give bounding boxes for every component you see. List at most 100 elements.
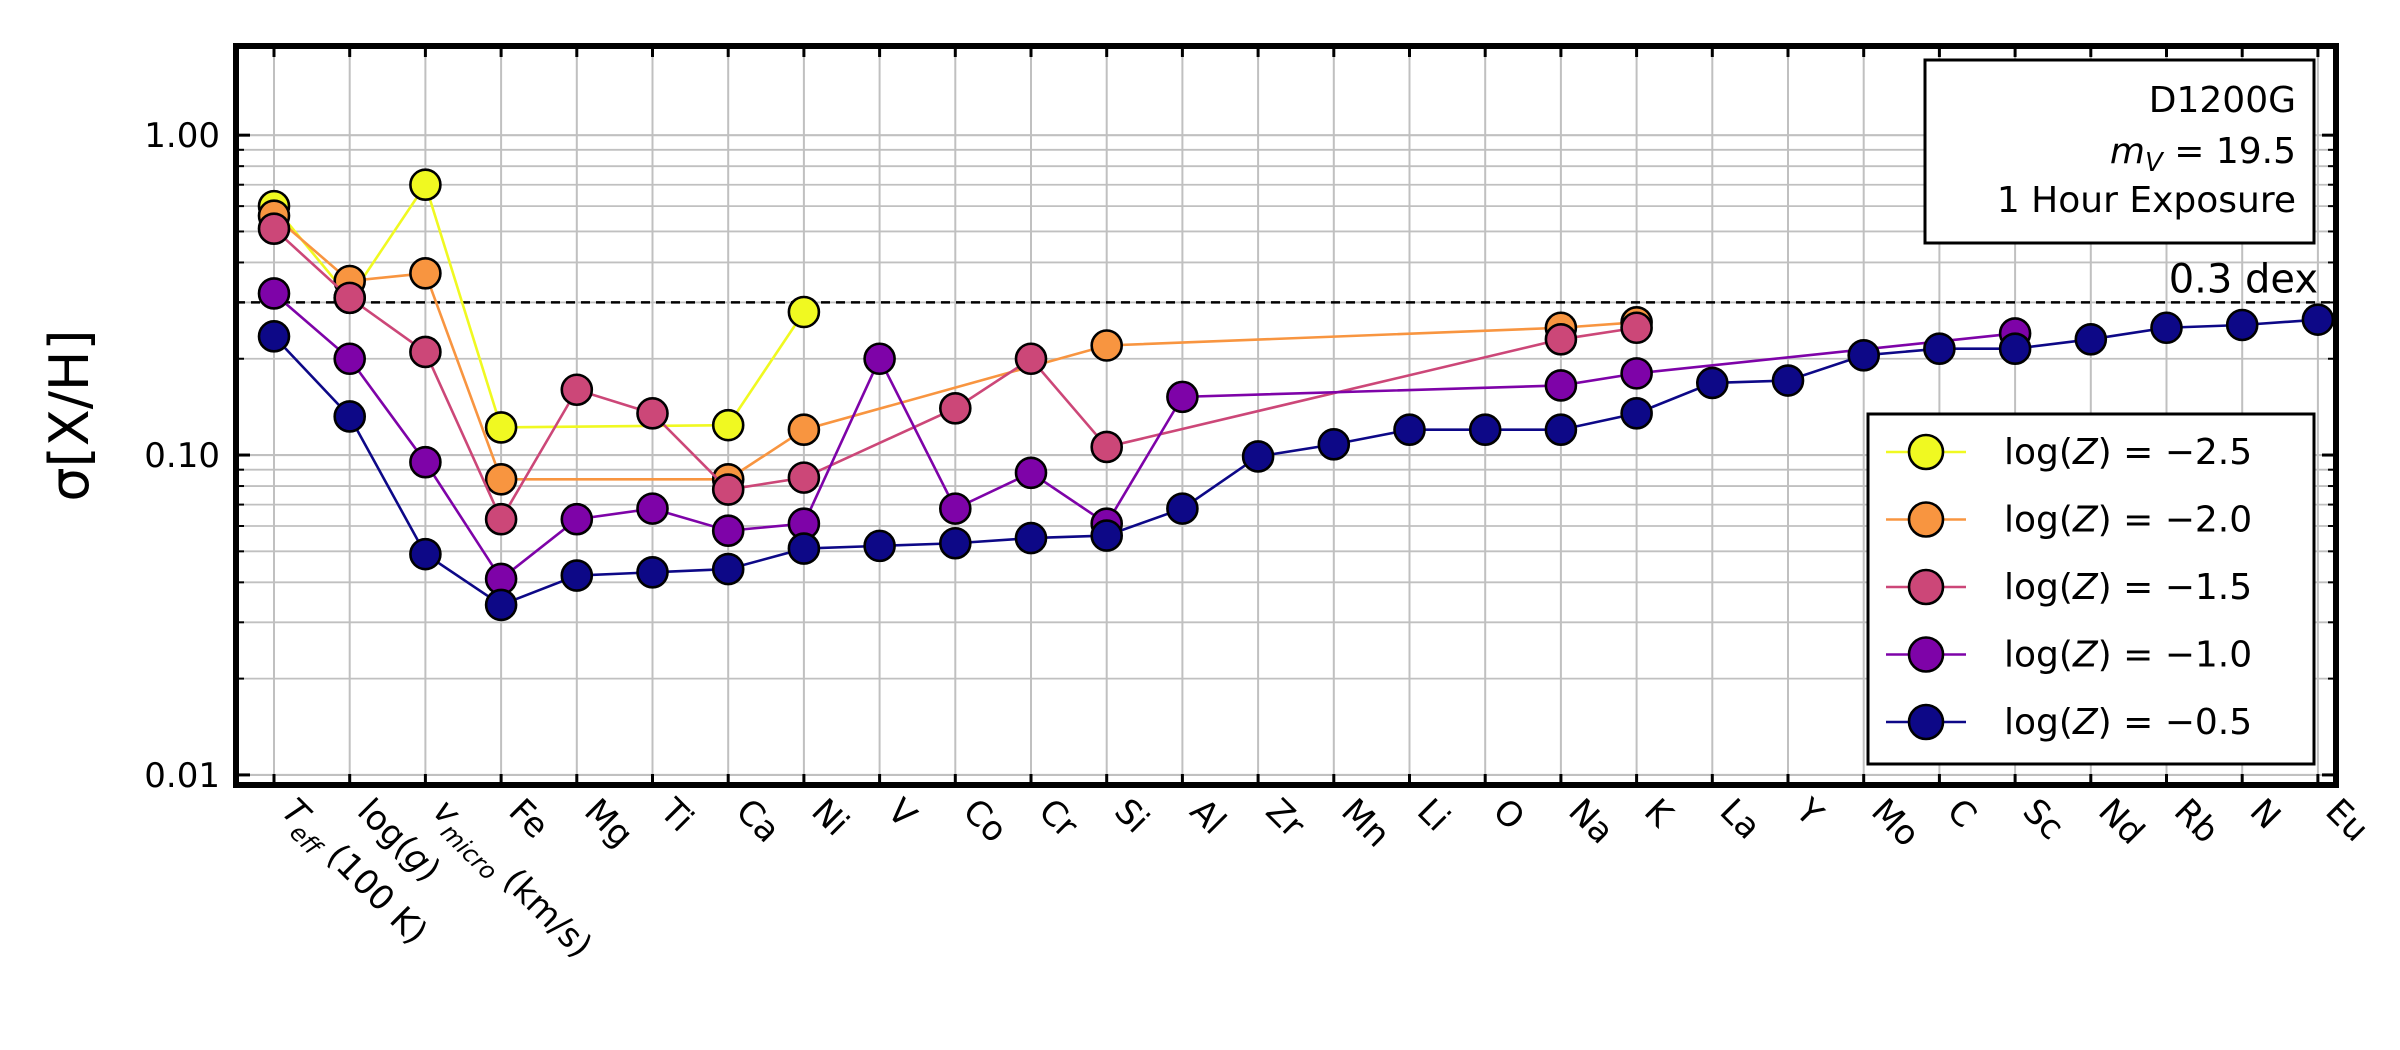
legend-item: log(Z) = −1.5 <box>1886 567 2252 608</box>
x-tick-label: Si <box>1106 791 1156 841</box>
data-point <box>2150 311 2183 345</box>
info-box-exposure: 1 Hour Exposure <box>1997 180 2296 221</box>
data-point <box>333 342 367 376</box>
data-point <box>1620 357 1653 390</box>
data-point <box>484 411 518 444</box>
data-point <box>409 335 442 369</box>
series-line <box>273 318 2318 607</box>
x-tick-label-main: Ca <box>728 791 788 851</box>
data-point <box>636 492 669 525</box>
x-tick-label: K <box>1636 791 1681 836</box>
x-tick-label-main: Y <box>1787 790 1831 834</box>
data-point <box>1923 332 1956 366</box>
data-point <box>863 529 896 563</box>
data-point <box>1241 440 1275 473</box>
legend-item: log(Z) = −1.0 <box>1886 635 2252 676</box>
x-tick-label: Co <box>955 791 1015 851</box>
data-point <box>787 532 821 565</box>
x-tick-label: Mn <box>1333 791 1397 855</box>
data-point <box>1544 323 1578 356</box>
data-point <box>333 281 367 315</box>
legend-item: log(Z) = −2.0 <box>1886 500 2252 541</box>
data-point <box>787 461 821 494</box>
legend-label: log(Z) = −2.0 <box>2004 500 2252 541</box>
x-tick-label: Zr <box>1258 791 1313 846</box>
x-tick-label-main: Eu <box>2318 791 2377 850</box>
x-tick-label: Na <box>1561 791 1622 852</box>
x-tick-label: Nd <box>2090 791 2152 853</box>
data-point <box>257 277 291 310</box>
data-point <box>2301 303 2335 336</box>
x-tick-label-main: Sc <box>2015 791 2072 848</box>
data-point <box>1771 364 1805 397</box>
x-tick-label-main: Al <box>1182 791 1233 842</box>
data-point <box>409 168 442 202</box>
data-point <box>711 408 745 442</box>
y-tick-label: 0.10 <box>144 436 220 476</box>
x-tick-label: Fe <box>501 791 557 847</box>
x-tick-label: Al <box>1182 791 1233 842</box>
x-tick-label: Ti <box>651 790 701 840</box>
data-point <box>1090 329 1123 362</box>
data-point <box>938 526 972 560</box>
legend-marker <box>1907 501 1945 538</box>
x-tick-label-main: Rb <box>2166 791 2226 851</box>
plot-frame <box>233 43 2339 788</box>
data-point <box>636 397 669 430</box>
series-group <box>257 168 2335 622</box>
x-tick-label: Rb <box>2166 791 2226 851</box>
legend-label: log(Z) = −1.5 <box>2004 567 2252 608</box>
x-tick-label: Eu <box>2318 791 2377 850</box>
data-point <box>711 473 745 506</box>
x-tick-label-main: Cr <box>1031 791 1086 846</box>
data-point <box>409 256 442 290</box>
legend-marker <box>1907 703 1945 741</box>
data-point <box>257 320 291 353</box>
series-3 <box>257 277 2032 596</box>
x-tick-label-main: N <box>2242 791 2288 837</box>
info-box-instrument: D1200G <box>2149 80 2296 121</box>
data-point <box>484 462 518 496</box>
reference-line-label: 0.3 dex <box>2169 256 2318 302</box>
x-tick-label: N <box>2242 791 2288 837</box>
data-point <box>1014 456 1048 490</box>
data-point <box>1544 369 1578 402</box>
x-tick-label: C <box>1939 791 1984 836</box>
info-box: D1200G mV = 19.51 Hour Exposure <box>1923 58 2316 245</box>
legend-item: log(Z) = −2.5 <box>1886 432 2252 473</box>
x-tick-label-main: Mn <box>1333 791 1397 855</box>
x-tick-label-main: Na <box>1561 791 1622 852</box>
data-point <box>1166 380 1199 414</box>
data-point <box>409 445 442 479</box>
data-point <box>1090 430 1123 464</box>
x-tick-label-main: Ni <box>804 791 857 844</box>
data-point <box>863 342 896 376</box>
data-point <box>1393 413 1426 447</box>
data-point <box>787 413 821 447</box>
data-point <box>333 400 367 433</box>
reference-line-group: 0.3 dex <box>236 256 2336 304</box>
x-tick-label-main: Si <box>1106 791 1156 841</box>
x-tick-label: Mg <box>576 791 640 855</box>
x-tick-label: Li <box>1409 791 1457 839</box>
data-point <box>1544 413 1578 447</box>
data-point <box>711 514 745 548</box>
x-tick-label: Y <box>1787 790 1831 834</box>
legend-item: log(Z) = −0.5 <box>1886 702 2252 743</box>
x-tick-label-main: K <box>1636 791 1681 836</box>
x-tick-label-main: Ti <box>651 790 701 840</box>
x-tick-label: Ni <box>804 791 857 844</box>
data-point <box>787 295 821 329</box>
data-point <box>560 373 594 407</box>
data-point <box>711 552 745 586</box>
data-point <box>1620 397 1653 430</box>
x-tick-label-rest: (km/s) <box>487 853 600 966</box>
x-tick-label-main: Co <box>955 791 1015 851</box>
series-line <box>273 292 2016 581</box>
data-point <box>938 492 972 525</box>
data-point <box>1998 332 2032 366</box>
data-point <box>1014 521 1048 555</box>
legend: log(Z) = −2.5 log(Z) = −2.0 log(Z) = −1.5 l… <box>1866 412 2316 766</box>
info-box-magnitude: mV = 19.5 <box>2110 131 2296 178</box>
